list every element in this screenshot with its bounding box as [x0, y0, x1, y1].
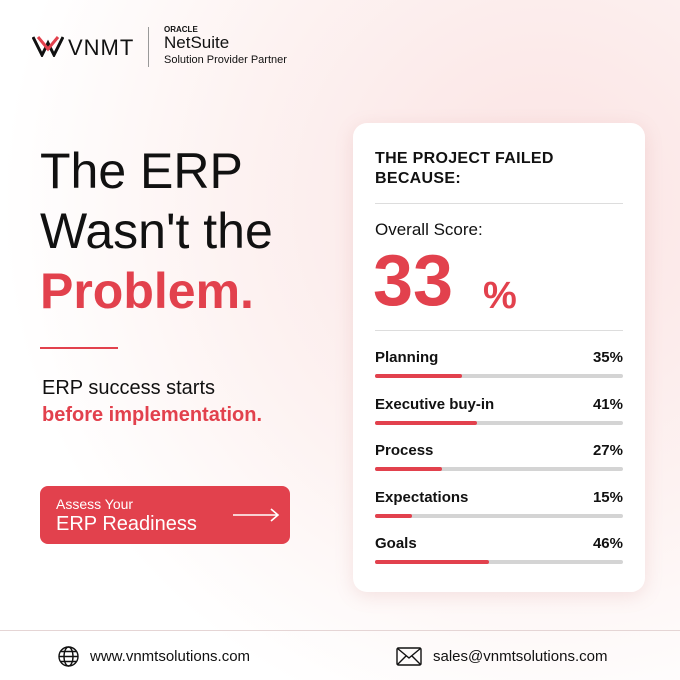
- logo-icon: [32, 36, 64, 57]
- headline: Wasn't the: [40, 203, 273, 259]
- score-unit: %: [483, 275, 517, 317]
- button-text: Assess Your: [56, 496, 134, 512]
- score-label: Overall Score:: [375, 220, 483, 239]
- cta-button[interactable]: Assess Your ERP Readiness: [40, 486, 290, 544]
- partner-label: Solution Provider Partner: [164, 54, 287, 66]
- card-title: THE PROJECT FAILED: [375, 150, 554, 167]
- bar: [375, 560, 490, 564]
- item-label: Planning: [375, 349, 439, 366]
- email: sales@vnmtsolutions.com: [433, 648, 608, 665]
- rule: [375, 203, 623, 204]
- netsuite: NetSuite: [164, 33, 230, 52]
- item-label: Goals: [375, 535, 417, 552]
- headline-accent: Problem.: [40, 263, 254, 319]
- item-value: 41%: [592, 395, 623, 413]
- item-label: Process: [375, 442, 434, 459]
- divider: [148, 27, 149, 67]
- oracle: ORACLE: [164, 25, 198, 34]
- bar: [375, 420, 477, 425]
- item-value: 27%: [592, 442, 623, 459]
- score-number: 33: [373, 241, 454, 321]
- button-text: ERP Readiness: [56, 513, 197, 535]
- item-label: Executive buy-in: [375, 395, 495, 413]
- mail-icon: [396, 647, 422, 666]
- footer-rule: [0, 630, 680, 631]
- rule: [375, 330, 623, 331]
- headline: The ERP: [40, 143, 243, 199]
- bar-track: [375, 374, 623, 378]
- item-label: Expectations: [375, 488, 469, 506]
- bar: [375, 513, 413, 518]
- item-value: 46%: [592, 535, 623, 552]
- subtext-accent: before implementation.: [42, 404, 263, 426]
- item-value: 35%: [592, 349, 623, 366]
- bar-track: [375, 467, 623, 471]
- bar-track: [375, 560, 623, 564]
- card-title: BECAUSE:: [375, 170, 461, 187]
- subtext: ERP success starts: [42, 377, 216, 399]
- bar: [375, 374, 462, 378]
- bar-track: [375, 513, 623, 518]
- globe-icon: [58, 646, 79, 667]
- arrow-icon: [233, 508, 280, 522]
- accent-line: [40, 347, 118, 349]
- website: www.vnmtsolutions.com: [90, 648, 251, 665]
- logo-text: VNMT: [68, 35, 135, 60]
- bar-track: [375, 420, 623, 425]
- bar: [375, 467, 442, 471]
- score-card: THE PROJECT FAILED BECAUSE: Overall Scor…: [353, 123, 645, 592]
- item-value: 15%: [592, 488, 623, 506]
